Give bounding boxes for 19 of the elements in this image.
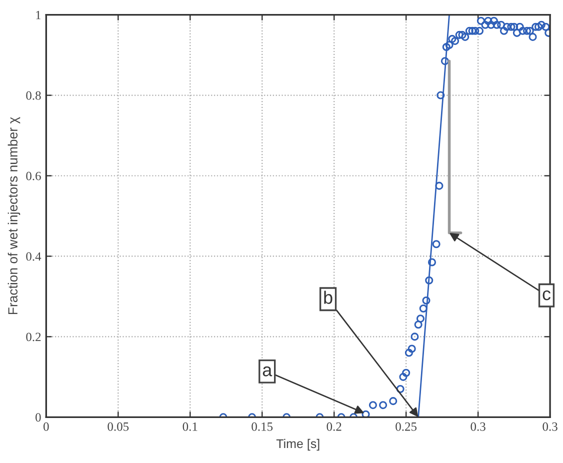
- x-tick-label: 0.15: [252, 422, 273, 431]
- y-tick-label: 0.8: [26, 91, 41, 100]
- x-tick-label: 0.1: [182, 422, 198, 431]
- y-tick-label: 0: [36, 413, 41, 422]
- annotation: c: [542, 290, 551, 300]
- y-tick-label: 0.6: [26, 172, 41, 180]
- x-tick-label: 0.25: [396, 422, 417, 431]
- annotation: b: [324, 290, 332, 304]
- annotation: a: [262, 366, 272, 376]
- x-tick-label: 0: [44, 422, 49, 431]
- y-tick-label: 1: [36, 10, 41, 20]
- y-axis-title: Fraction of wet injectors number χ: [8, 116, 20, 314]
- x-tick-label: 0.2: [326, 422, 342, 431]
- x-tick-label: 0.3: [542, 422, 558, 431]
- x-axis-title: Time [s]: [276, 438, 320, 451]
- x-tick-label: 0.3: [470, 422, 486, 431]
- x-tick-label: 0.05: [108, 422, 129, 431]
- y-tick-label: 0.4: [26, 252, 42, 261]
- y-tick-label: 0.2: [26, 332, 41, 342]
